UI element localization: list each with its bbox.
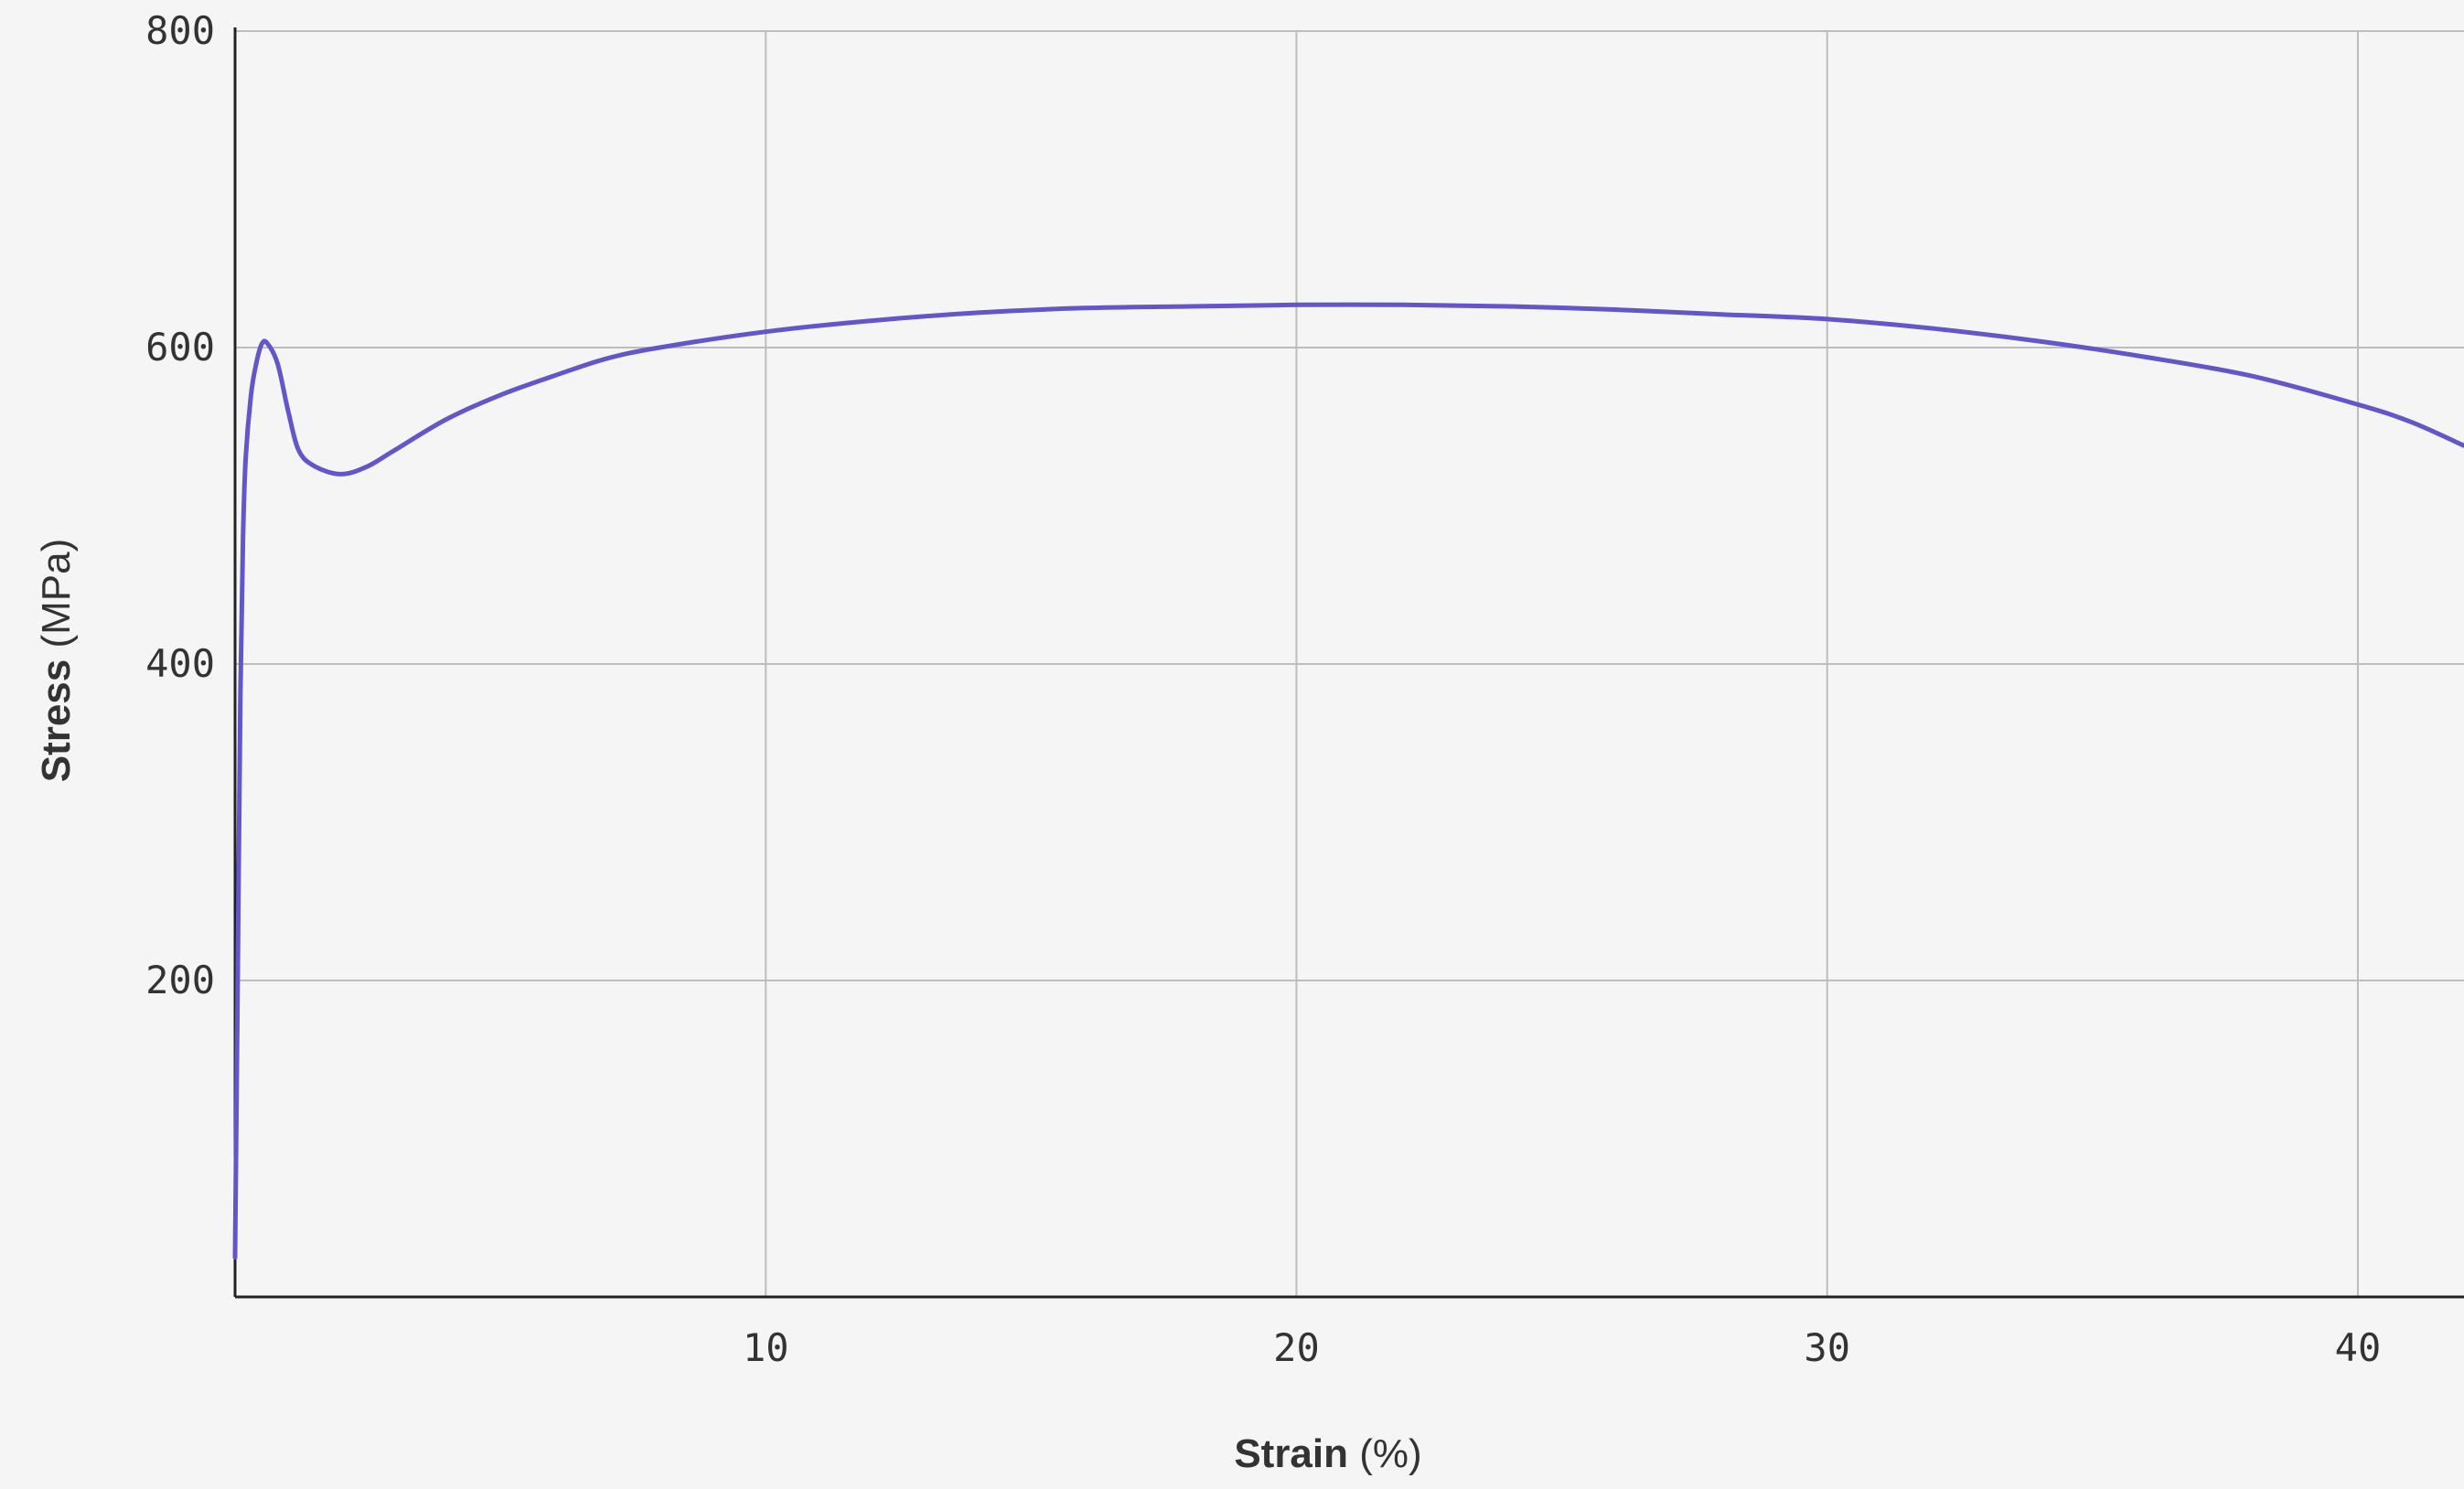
x-axis-label: Strain (%): [1234, 1431, 1421, 1476]
tick-labels: 10 20 30 40 200 400 600 800: [145, 8, 2381, 1370]
grid-lines: [235, 30, 2464, 1297]
x-tick-label: 20: [1273, 1325, 1320, 1370]
x-tick-label: 10: [743, 1325, 789, 1370]
y-tick-label: 200: [145, 958, 215, 1002]
y-tick-label: 800: [145, 8, 215, 53]
x-tick-label: 40: [2335, 1325, 2382, 1370]
y-tick-label: 400: [145, 641, 215, 686]
x-tick-label: 30: [1804, 1325, 1850, 1370]
y-tick-label: 600: [145, 325, 215, 370]
stress-strain-curve: [232, 302, 2464, 1260]
y-axis-label: Stress (MPa): [34, 539, 79, 783]
